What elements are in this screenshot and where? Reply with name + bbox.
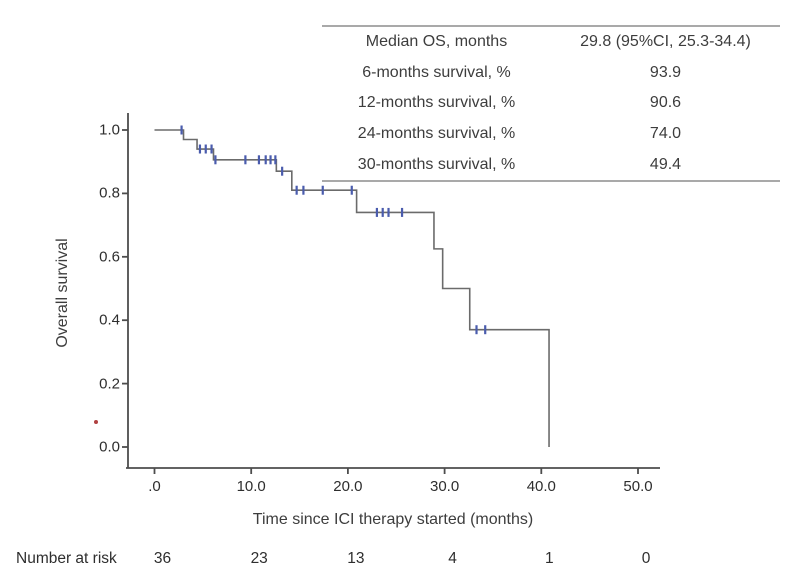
summary-row-label: 12-months survival, % [357,94,516,112]
summary-table-row: Median OS, months 29.8 (95%CI, 25.3-34.4) [322,27,780,58]
x-axis-title: Time since ICI therapy started (months) [252,511,534,528]
x-tick-label: 10.0 [236,478,266,495]
y-tick-label: 1.0 [99,121,120,139]
summary-table-row: 30-months survival, % 49.4 [322,149,780,180]
number-at-risk-value: 0 [641,550,651,567]
x-tick-label: .0 [148,478,161,495]
number-at-risk-value: 13 [347,550,365,567]
summary-row-value: 90.6 [649,94,682,112]
y-tick-label: 0.8 [99,184,120,202]
stray-red-dot [94,420,98,424]
y-tick-label: 0.4 [99,311,120,329]
x-tick-label: 20.0 [333,478,363,495]
y-tick-label: 0.0 [99,438,120,456]
summary-row-label: 24-months survival, % [357,125,516,143]
summary-table: Median OS, months 29.8 (95%CI, 25.3-34.4)… [322,25,780,182]
summary-row-label: Median OS, months [365,33,508,51]
summary-row-value: 49.4 [649,155,682,173]
y-tick-label: 0.6 [99,248,120,266]
number-at-risk-label: Number at risk [16,550,117,567]
summary-row-label: 30-months survival, % [357,155,516,173]
y-tick-label: 0.2 [99,375,120,393]
summary-table-row: 6-months survival, % 93.9 [322,58,780,89]
x-tick-label: 30.0 [429,478,460,495]
y-axis-title: Overall survival [54,238,71,348]
summary-table-row: 12-months survival, % 90.6 [322,88,780,119]
number-at-risk-value: 1 [544,550,554,567]
number-at-risk-value: 4 [448,550,457,567]
km-survival-curve [154,129,550,447]
x-tick-label: 40.0 [526,478,556,495]
number-at-risk-value: 36 [153,550,172,567]
summary-row-value: 93.9 [649,63,682,81]
summary-row-label: 6-months survival, % [362,63,511,81]
x-tick-label: 50.0 [623,478,653,495]
summary-row-value: 74.0 [649,125,682,143]
summary-row-value: 29.8 (95%CI, 25.3-34.4) [580,33,751,51]
summary-table-row: 24-months survival, % 74.0 [322,119,780,150]
number-at-risk-value: 23 [250,550,268,567]
